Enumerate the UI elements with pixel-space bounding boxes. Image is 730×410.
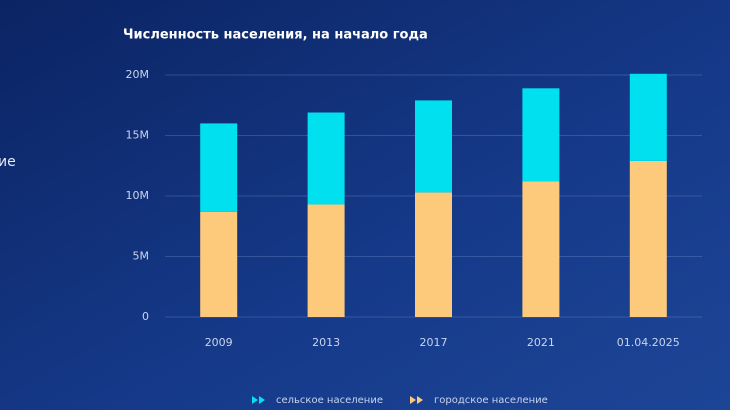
bar-segment [629, 73, 667, 161]
chart-title: Численность населения, на начало года [123, 28, 428, 43]
legend-icon [252, 396, 265, 404]
bar-segment [415, 192, 452, 317]
x-tick-label: 2009 [205, 336, 233, 349]
y-tick-label: 20M [126, 68, 150, 81]
y-tick-label: 0 [142, 310, 149, 323]
bar-segment [307, 204, 345, 317]
legend-label: городское население [434, 395, 548, 406]
y-tick-label: 10M [126, 189, 150, 202]
bar-segment [200, 123, 238, 212]
x-tick-label: 2013 [312, 336, 340, 349]
bar-segment [629, 160, 667, 317]
side-label: ие [0, 154, 16, 170]
x-tick-label: 01.04.2025 [617, 336, 680, 349]
legend-label: сельское население [276, 395, 383, 406]
y-tick-label: 15M [126, 129, 150, 142]
bar-segment [200, 211, 238, 317]
bar-segment [307, 112, 345, 205]
bar-segment [415, 100, 452, 193]
legend-icon [410, 396, 423, 404]
x-tick-label: 2017 [420, 336, 448, 349]
x-tick-label: 2021 [527, 336, 555, 349]
bar-segment [522, 181, 560, 317]
bar-segment [522, 88, 560, 182]
y-tick-label: 5M [133, 250, 150, 263]
